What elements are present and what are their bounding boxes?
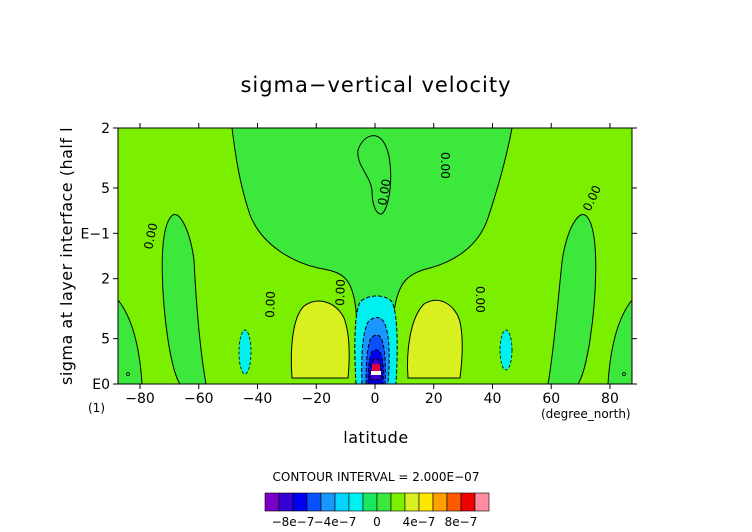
- colorbar-label: 4e−7: [403, 515, 436, 529]
- x-unit-label: (degree_north): [541, 407, 631, 421]
- x-axis: −80 −60 −40 −20 0 20 40 60 80: [125, 123, 619, 407]
- colorbar-swatch: [404, 492, 420, 512]
- colorbar-swatch: [460, 492, 476, 512]
- contour-label-4: 0.00: [375, 178, 393, 207]
- y-tick-label: E0: [92, 377, 110, 393]
- colorbar-swatch: [334, 492, 350, 512]
- updraft-core-highlight: [371, 371, 381, 375]
- region-upper-equator: [357, 135, 392, 215]
- y-tick-label: E−1: [81, 226, 110, 242]
- x-axis-label: latitude: [343, 428, 408, 447]
- y-tick-label: 2: [101, 121, 110, 137]
- region-ascent-spot-north: [238, 329, 252, 375]
- contour-label-3: 0.00: [333, 279, 348, 306]
- x-tick-label: −80: [125, 391, 155, 407]
- colorbar-swatch: [348, 492, 364, 512]
- colorbar-swatch: [418, 492, 434, 512]
- y-scale-factor: (1): [88, 401, 105, 415]
- region-ascent-spot-south: [499, 329, 513, 371]
- region-subsidence-north: [290, 300, 350, 379]
- contour-label-6: 0.00: [473, 286, 487, 313]
- colorbar-label: −4e−7: [314, 515, 357, 529]
- edge-marker-left: [126, 372, 130, 376]
- chart-title: sigma−vertical velocity: [240, 73, 511, 97]
- colorbar-swatch: [306, 492, 322, 512]
- x-tick-label: 0: [371, 391, 380, 407]
- colorbar-label: 0: [373, 515, 381, 529]
- colorbar-swatch: [446, 492, 462, 512]
- y-axis-label: sigma at layer interface (half l: [57, 127, 76, 385]
- colorbar-swatch: [278, 492, 294, 512]
- x-tick-label: 60: [542, 391, 560, 407]
- colorbar: −8e−7 −4e−7 0 4e−7 8e−7: [264, 492, 490, 529]
- colorbar-swatch: [264, 492, 280, 512]
- contour-interval: CONTOUR INTERVAL = 2.000E−07: [273, 470, 480, 484]
- colorbar-swatch: [390, 492, 406, 512]
- y-tick-label: 5: [101, 181, 110, 197]
- x-tick-label: 20: [425, 391, 443, 407]
- x-tick-label: −60: [184, 391, 214, 407]
- contour-label-2: 0.00: [263, 291, 278, 318]
- x-tick-label: 40: [484, 391, 502, 407]
- colorbar-swatch: [432, 492, 448, 512]
- y-tick-label: 5: [101, 332, 110, 348]
- plot-area: 0.00 0.00 0.00 0.00 0.00 0.00 0.00: [117, 127, 633, 385]
- colorbar-swatch: [320, 492, 336, 512]
- colorbar-label: 8e−7: [445, 515, 478, 529]
- edge-marker-right: [622, 372, 626, 376]
- contour-label-1: 0.00: [141, 222, 160, 251]
- y-tick-label: 2: [101, 272, 110, 288]
- colorbar-swatch: [474, 492, 490, 512]
- x-tick-label: −20: [301, 391, 331, 407]
- colorbar-label: −8e−7: [272, 515, 315, 529]
- x-tick-label: −40: [243, 391, 273, 407]
- y-axis: 2 5 E−1 2 5 E0: [81, 121, 637, 393]
- colorbar-swatch: [362, 492, 378, 512]
- region-updraft-core: [372, 364, 380, 373]
- colorbar-swatch: [292, 492, 308, 512]
- colorbar-swatch: [376, 492, 392, 512]
- region-subsidence-south: [407, 299, 463, 379]
- x-tick-label: 80: [601, 391, 619, 407]
- contour-label-5: 0.00: [438, 152, 452, 179]
